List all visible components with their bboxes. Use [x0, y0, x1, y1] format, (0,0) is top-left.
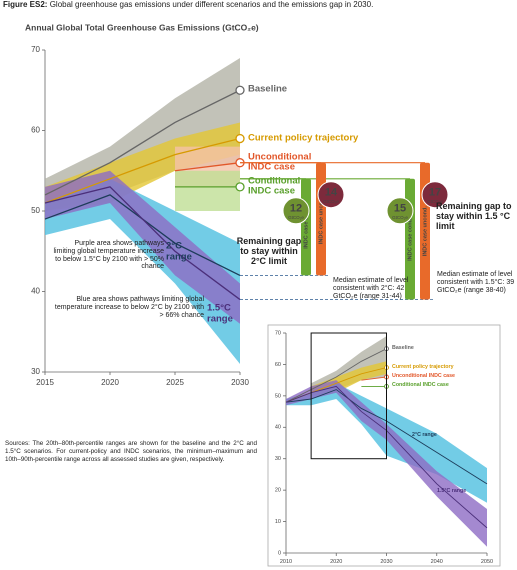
- range-band: [45, 170, 240, 324]
- series-label: 2°C range: [412, 432, 437, 439]
- series-label: Current policy trajectory: [392, 363, 454, 370]
- range-band: [175, 170, 240, 211]
- series-line: [44, 89, 241, 196]
- y-tick-label: 0: [278, 550, 281, 556]
- gap-value: 14: [325, 187, 338, 199]
- series-label: Unconditional INDC case: [392, 373, 455, 380]
- series-label: Conditional INDC case: [248, 175, 301, 197]
- gap-unit: GtCO₂e: [392, 215, 408, 220]
- y-tick-label: 20: [275, 488, 281, 494]
- figure-label: Figure ES2:: [3, 0, 48, 9]
- gap-unit: GtCO₂e: [288, 215, 304, 220]
- y-tick-label: 50: [275, 393, 281, 399]
- range-band: [286, 380, 487, 547]
- x-tick-label: 2030: [380, 559, 392, 565]
- series-label: Unconditional INDC case: [248, 151, 312, 173]
- series-line: [361, 376, 387, 381]
- gap-value: 17: [429, 187, 441, 199]
- gap-note: Median estimate of level consistent with…: [333, 277, 409, 300]
- y-tick-label: 30: [31, 367, 40, 376]
- gap-note: Median estimate of level consistent with…: [437, 271, 515, 294]
- series-line: [44, 186, 241, 301]
- y-tick-label: 60: [31, 126, 40, 135]
- x-tick-label: 2040: [431, 559, 443, 565]
- y-tick-label: 30: [275, 456, 281, 462]
- gap-circle: [386, 197, 414, 225]
- series-label: Conditional INDC case: [392, 382, 449, 389]
- series-line: [285, 348, 387, 403]
- zoom-box: [310, 332, 387, 460]
- y-tick-label: 70: [275, 330, 281, 336]
- series-label: Baseline: [248, 83, 288, 95]
- gap-note: Remaining gap to stay within 2°C limit: [236, 236, 302, 267]
- series-line: [174, 162, 241, 172]
- gap-note: Remaining gap to stay within 1.5 °C limi…: [436, 201, 512, 232]
- x-tick-label: 2010: [280, 559, 292, 565]
- annotation: Purple area shows pathways limiting glob…: [53, 240, 165, 271]
- x-tick-label: 2015: [36, 378, 54, 387]
- x-tick-label: 2020: [330, 559, 342, 565]
- series-line: [44, 137, 241, 204]
- gap-value: 12: [290, 203, 302, 215]
- gap-bar-label: INDC case uncond.: [422, 206, 428, 257]
- series-label: 1.5°C range: [437, 488, 467, 495]
- x-tick-label: 2025: [166, 378, 184, 387]
- y-tick-label: 40: [31, 287, 40, 296]
- gap-circle: [282, 197, 310, 225]
- annotation: Blue area shows pathways limiting global…: [54, 296, 204, 319]
- x-tick-label: 2030: [231, 378, 249, 387]
- gap-unit: GtCO₂e: [427, 199, 443, 204]
- gap-bar-label: INDC case uncond.: [318, 194, 324, 245]
- series-label: Current policy trajectory: [248, 132, 359, 144]
- end-marker: [235, 133, 245, 144]
- x-tick-label: 2020: [101, 378, 119, 387]
- gap-circle: [317, 181, 345, 209]
- y-tick-label: 40: [275, 425, 281, 431]
- sources: Sources: The 20th–80th-percentile ranges…: [5, 440, 257, 464]
- gap-circle: [421, 181, 449, 209]
- gap-value: 15: [394, 203, 406, 215]
- series-label: 2°C range: [166, 240, 192, 262]
- chart-title: Annual Global Total Greenhouse Gas Emiss…: [25, 22, 259, 32]
- y-tick-label: 60: [275, 362, 281, 368]
- series-label: 1.5°C range: [207, 302, 233, 324]
- x-tick-label: 2050: [481, 559, 493, 565]
- gap-bar-label: INDC case cond.: [407, 217, 413, 261]
- figure-title: Global greenhouse gas emissions under di…: [49, 0, 374, 9]
- series-label: Baseline: [392, 344, 414, 351]
- end-marker: [235, 182, 245, 192]
- gap-bar-label: INDC case cond.: [303, 205, 309, 249]
- y-tick-label: 50: [31, 206, 40, 215]
- range-band: [45, 178, 240, 364]
- figure-caption: Figure ES2: Global greenhouse gas emissi…: [3, 0, 517, 10]
- y-tick-label: 70: [31, 45, 40, 54]
- y-tick-label: 10: [275, 519, 281, 525]
- gap-unit: GtCO₂e: [323, 199, 339, 204]
- end-marker: [235, 85, 245, 95]
